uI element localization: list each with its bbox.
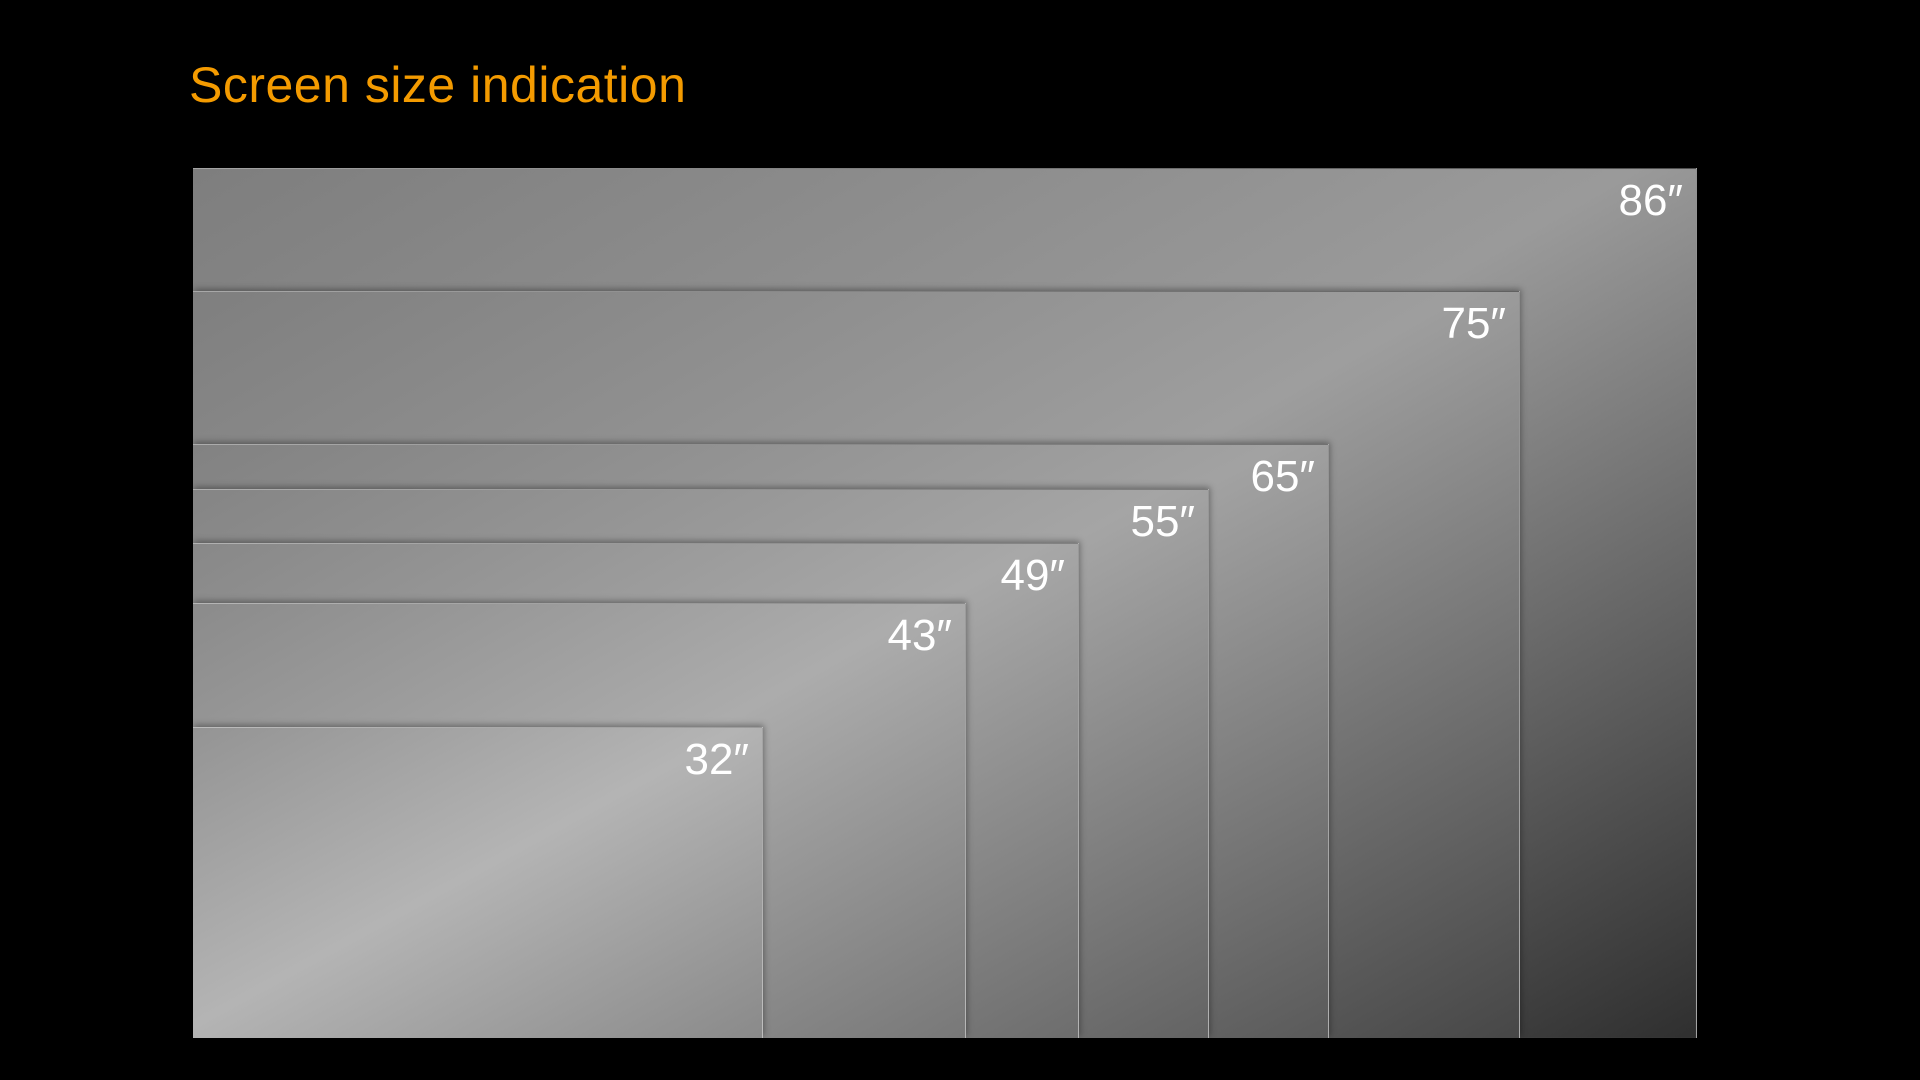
screen-size-label-32: 32″: [684, 735, 749, 784]
screen-size-label-86: 86″: [1618, 176, 1683, 225]
screen-size-label-55: 55″: [1130, 497, 1195, 546]
screen-rect-32: 32″: [193, 727, 763, 1038]
screen-size-label-65: 65″: [1250, 452, 1315, 501]
screen-size-label-43: 43″: [887, 611, 952, 660]
screen-size-label-75: 75″: [1441, 299, 1506, 348]
page-title: Screen size indication: [189, 57, 687, 113]
screen-size-label-49: 49″: [1000, 551, 1065, 600]
